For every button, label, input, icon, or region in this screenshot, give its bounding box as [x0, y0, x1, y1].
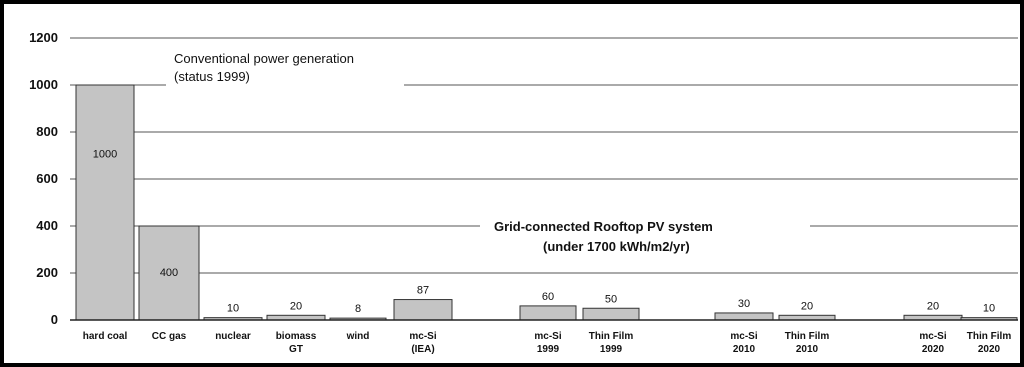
category-label: 1999: [600, 344, 623, 355]
category-label: 2010: [796, 344, 819, 355]
category-label: 2020: [978, 344, 1001, 355]
category-label: wind: [346, 331, 370, 342]
category-label: mc-Si: [919, 331, 946, 342]
category-label: 2020: [922, 344, 945, 355]
category-label: hard coal: [83, 331, 128, 342]
category-label: Thin Film: [785, 331, 830, 342]
annotation-pv-mask: [480, 213, 810, 259]
category-label: mc-Si: [409, 331, 436, 342]
value-label: 20: [290, 300, 302, 312]
bar: [75, 84, 135, 321]
category-label: GT: [289, 344, 303, 355]
bars: [75, 84, 1018, 321]
category-label: 1999: [537, 344, 560, 355]
y-axis-ticks: 0 200 400 600 800 1000 1200: [29, 30, 58, 327]
y-tick-label: 400: [36, 218, 58, 233]
y-tick-label: 800: [36, 124, 58, 139]
category-label: 2010: [733, 344, 756, 355]
category-label: nuclear: [215, 331, 251, 342]
value-label: 87: [417, 285, 429, 297]
category-label: biomass: [276, 331, 317, 342]
bar: [519, 305, 577, 321]
bar: [582, 307, 640, 321]
value-labels: 1000 400 10 20 8 87 60 50 30 20 20 10: [93, 149, 995, 316]
value-label: 30: [738, 298, 750, 310]
y-tick-label: 1000: [29, 77, 58, 92]
annotation-conventional-mask: [166, 48, 404, 90]
value-label: 20: [927, 300, 939, 312]
category-label: Thin Film: [589, 331, 634, 342]
bar: [138, 225, 200, 321]
value-label: 1000: [93, 149, 117, 161]
value-label: 8: [355, 303, 361, 315]
category-label: CC gas: [152, 331, 187, 342]
category-label: mc-Si: [730, 331, 757, 342]
annotation-conventional-line1: Conventional power generation: [174, 51, 354, 66]
bar: [714, 312, 774, 321]
annotation-pv-line2: (under 1700 kWh/m2/yr): [543, 239, 690, 254]
bar: [393, 299, 453, 321]
y-tick-label: 200: [36, 265, 58, 280]
y-tick-label: 600: [36, 171, 58, 186]
y-tick-label: 0: [51, 312, 58, 327]
value-label: 60: [542, 291, 554, 303]
category-label: Thin Film: [967, 331, 1012, 342]
annotation-conventional-line2: (status 1999): [174, 69, 250, 84]
annotation-pv-line1: Grid-connected Rooftop PV system: [494, 219, 713, 234]
category-label: (IEA): [411, 344, 434, 355]
annotations: Conventional power generation (status 19…: [166, 48, 810, 259]
y-tick-label: 1200: [29, 30, 58, 45]
value-label: 400: [160, 267, 178, 279]
value-label: 50: [605, 293, 617, 305]
category-labels: hard coal CC gas nuclear biomass GT wind mc-Si…: [83, 331, 1012, 355]
category-label: mc-Si: [534, 331, 561, 342]
value-label: 10: [983, 303, 995, 315]
value-label: 10: [227, 303, 239, 315]
value-label: 20: [801, 300, 813, 312]
